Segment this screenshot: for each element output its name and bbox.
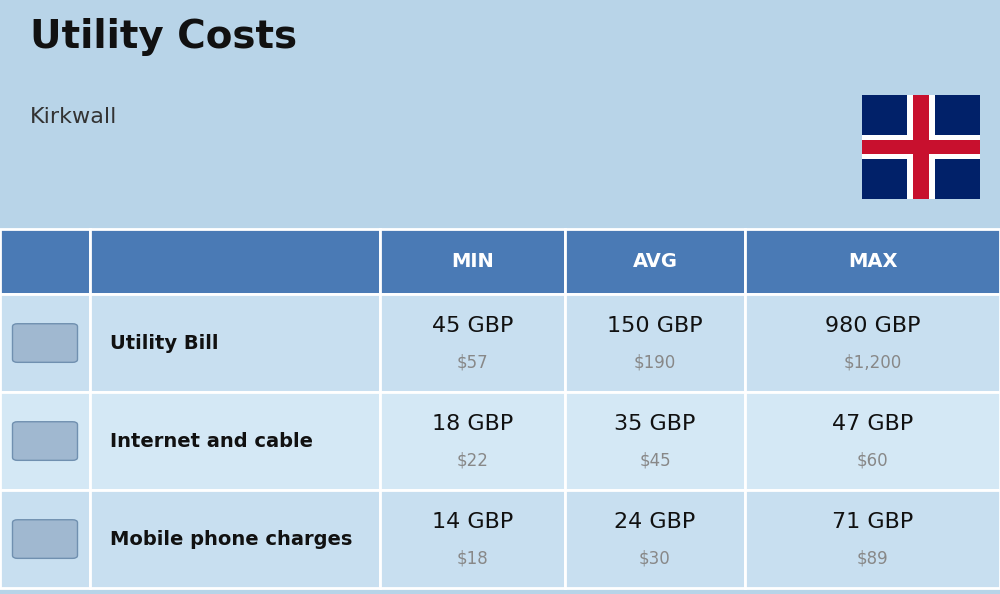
Text: $1,200: $1,200 (843, 353, 902, 371)
Text: $45: $45 (639, 451, 671, 469)
Text: 150 GBP: 150 GBP (607, 317, 703, 336)
Text: MIN: MIN (451, 252, 494, 271)
Bar (380, 392, 565, 490)
Bar (380, 229, 565, 294)
Text: Kirkwall: Kirkwall (30, 107, 117, 127)
Text: $18: $18 (457, 549, 488, 567)
Text: $30: $30 (639, 549, 671, 567)
Bar (745, 490, 1000, 588)
Text: Utility Costs: Utility Costs (30, 18, 297, 56)
Bar (380, 490, 565, 588)
FancyBboxPatch shape (12, 324, 78, 362)
Bar (0, 490, 90, 588)
Text: 980 GBP: 980 GBP (825, 317, 920, 336)
Polygon shape (862, 95, 980, 199)
Bar (745, 229, 1000, 294)
Bar (380, 294, 565, 392)
FancyBboxPatch shape (12, 520, 78, 558)
Text: 14 GBP: 14 GBP (432, 513, 513, 532)
Bar (862, 95, 980, 199)
Polygon shape (862, 95, 980, 199)
Text: 35 GBP: 35 GBP (614, 415, 696, 434)
Text: MAX: MAX (848, 252, 897, 271)
Text: 18 GBP: 18 GBP (432, 415, 513, 434)
Bar (90, 229, 380, 294)
Bar (862, 140, 980, 154)
Text: Utility Bill: Utility Bill (110, 334, 218, 352)
Text: Internet and cable: Internet and cable (110, 432, 313, 450)
Text: 47 GBP: 47 GBP (832, 415, 913, 434)
FancyBboxPatch shape (12, 422, 78, 460)
Bar (565, 229, 745, 294)
Polygon shape (862, 95, 980, 199)
Text: AVG: AVG (633, 252, 678, 271)
Bar (565, 490, 745, 588)
Text: $89: $89 (857, 549, 888, 567)
Bar (0, 294, 90, 392)
Bar (0, 229, 90, 294)
Polygon shape (862, 95, 980, 199)
Bar (913, 95, 929, 199)
Text: 71 GBP: 71 GBP (832, 513, 913, 532)
Text: $22: $22 (457, 451, 488, 469)
Text: 24 GBP: 24 GBP (614, 513, 696, 532)
Text: $57: $57 (457, 353, 488, 371)
Text: $60: $60 (857, 451, 888, 469)
Bar (0, 392, 90, 490)
Bar (745, 294, 1000, 392)
Bar (565, 392, 745, 490)
Bar (90, 294, 380, 392)
Bar (90, 392, 380, 490)
Bar (565, 294, 745, 392)
Text: 45 GBP: 45 GBP (432, 317, 513, 336)
Bar (862, 135, 980, 159)
Text: Mobile phone charges: Mobile phone charges (110, 530, 352, 548)
Bar (745, 392, 1000, 490)
Text: $190: $190 (634, 353, 676, 371)
Bar (90, 490, 380, 588)
Bar (907, 95, 935, 199)
